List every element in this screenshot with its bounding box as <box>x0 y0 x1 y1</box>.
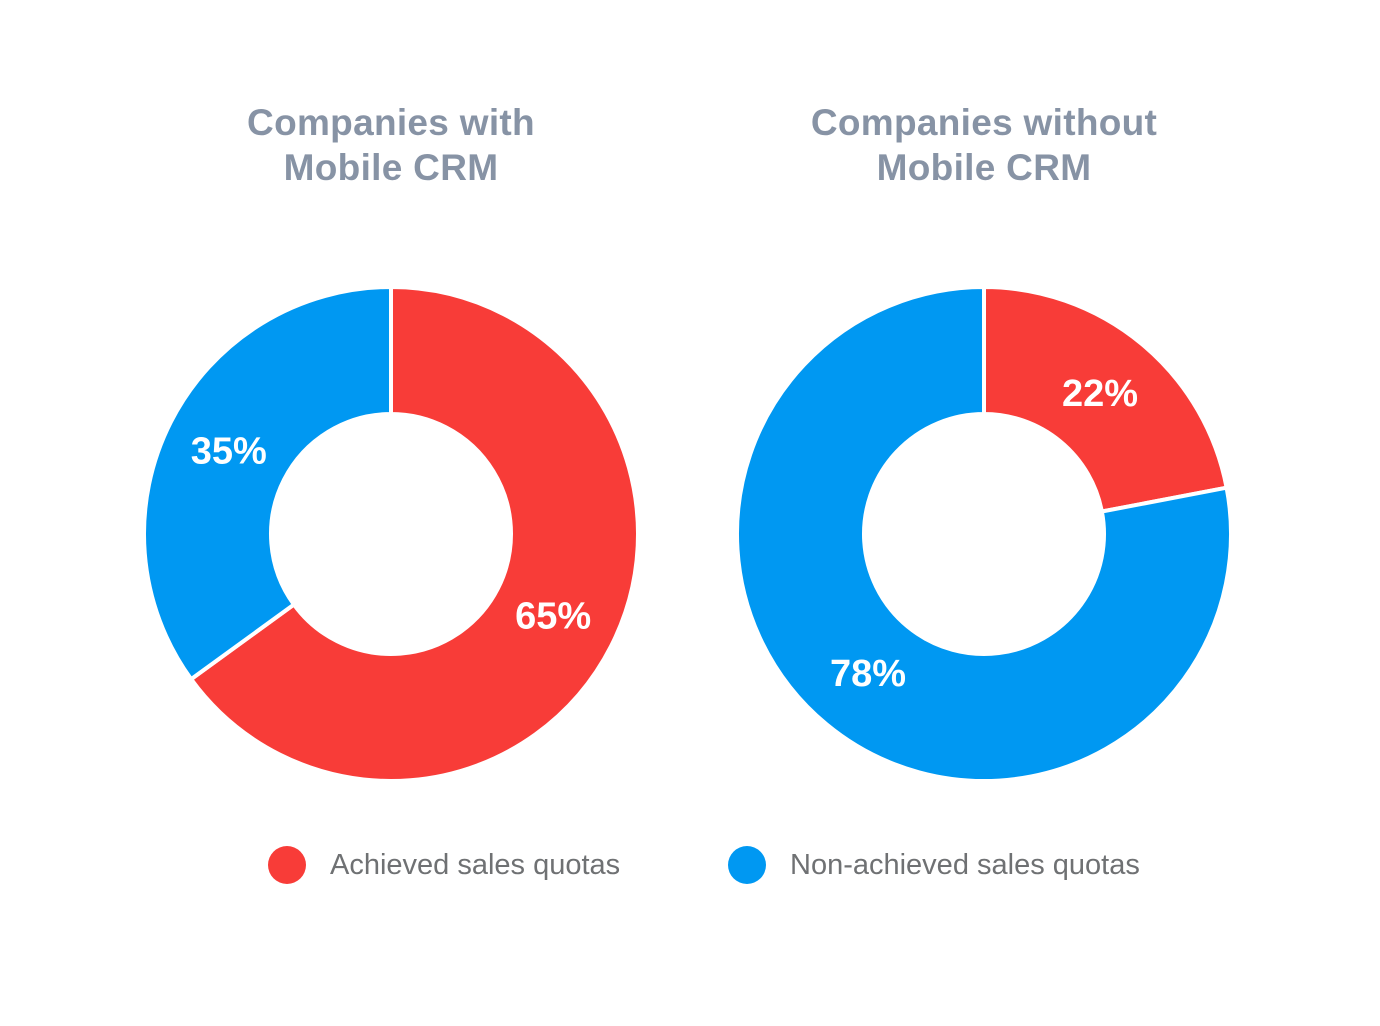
legend-swatch-achieved-icon <box>268 846 306 884</box>
donut-slice-achieved <box>188 285 640 783</box>
donut-chart-with-crm: 65% 35% <box>142 285 640 783</box>
chart-title-without-crm: Companies without Mobile CRM <box>735 100 1233 190</box>
donut-slice-non-achieved <box>142 285 393 682</box>
chart-title-line: Companies without <box>810 102 1158 143</box>
slice-percentage-label: 65% <box>515 596 591 638</box>
legend-label-non-achieved: Non-achieved sales quotas <box>790 848 1140 881</box>
chart-title-with-crm: Companies with Mobile CRM <box>142 100 640 190</box>
donut-slice-non-achieved <box>735 285 1233 783</box>
legend-item-non-achieved: Non-achieved sales quotas <box>728 845 1140 885</box>
slice-percentage-label: 22% <box>1062 373 1138 415</box>
slice-percentage-label: 78% <box>830 653 906 695</box>
donut-slice-achieved <box>982 285 1229 514</box>
legend-swatch-non-achieved-icon <box>728 846 766 884</box>
legend-item-achieved: Achieved sales quotas <box>268 845 620 885</box>
chart-title-line: Companies with <box>247 102 535 143</box>
chart-title-line: Mobile CRM <box>876 147 1092 188</box>
slice-percentage-label: 35% <box>191 430 267 472</box>
chart-title-line: Mobile CRM <box>283 147 499 188</box>
donut-chart-without-crm: 22% 78% <box>735 285 1233 783</box>
legend-label-achieved: Achieved sales quotas <box>330 848 621 881</box>
